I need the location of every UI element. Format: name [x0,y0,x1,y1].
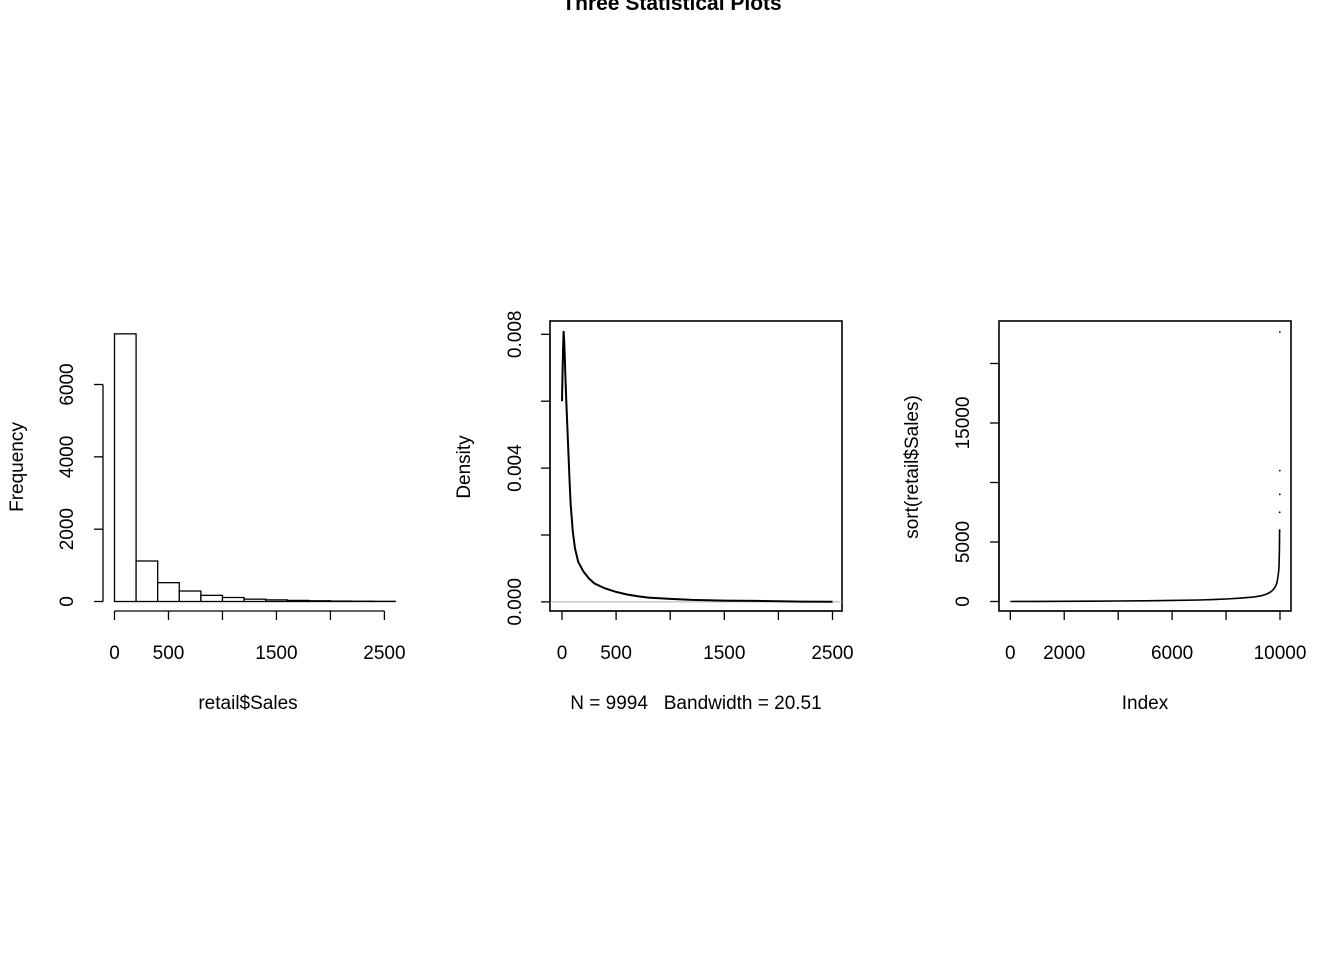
y-tick-label: 5000 [953,521,974,563]
y-tick-label: 0.000 [505,578,526,626]
histogram-bar [135,560,159,603]
data-point [1278,541,1281,543]
sorted-sales-line [1010,530,1281,603]
histogram-bar [243,598,267,603]
histogram-bar [308,600,332,603]
x-tick-label: 500 [600,643,632,664]
x-tick-label: 500 [153,643,185,664]
x-axis: 0 500 1500 2500 [557,610,854,664]
x-axis-label: Index [1122,693,1169,714]
figure-title: Three Statistical Plots [562,0,781,15]
x-tick-label: 2500 [811,643,853,664]
y-axis: 0 5000 15000 [953,362,1000,607]
density-panel: 0 500 1500 2500 0.000 0.004 0.008 N = 9994 Ba… [454,311,854,714]
x-tick-label: 0 [109,643,120,664]
density-curve [561,330,833,603]
x-tick-label: 6000 [1151,643,1193,664]
y-axis: 0 2000 4000 6000 [57,363,104,607]
histogram-bar [221,596,245,603]
x-tick-label: 1500 [703,643,745,664]
y-tick-label: 0 [57,596,78,607]
y-tick-label: 4000 [57,436,78,478]
data-point [1278,493,1281,496]
data-point [1278,511,1281,514]
x-axis-label: N = 9994 Bandwidth = 20.51 [570,693,821,714]
y-tick-label: 6000 [57,363,78,405]
index-plot-panel: 0 2000 6000 10000 0 5000 15000 Index sort(ret… [902,320,1307,714]
data-point [1278,331,1281,334]
plot-frame [998,320,1292,612]
y-axis-label: Density [454,435,475,499]
data-point [1278,529,1281,531]
sorted-sales-points [1278,331,1281,543]
x-tick-label: 1500 [255,643,297,664]
y-tick-label: 0.004 [505,444,526,492]
y-tick-label: 0.008 [505,311,526,359]
y-axis: 0.000 0.004 0.008 [505,311,551,626]
x-axis: 0 2000 6000 10000 [1005,610,1307,664]
x-axis-label: retail$Sales [198,693,297,714]
x-tick-label: 0 [1005,643,1016,664]
x-tick-label: 10000 [1254,643,1307,664]
histogram-bar [264,599,288,603]
y-axis-label: Frequency [7,422,28,512]
y-tick-label: 15000 [953,397,974,450]
x-tick-label: 2500 [363,643,405,664]
y-tick-label: 0 [953,596,974,607]
x-tick-label: 2000 [1043,643,1085,664]
y-axis-label: sort(retail$Sales) [902,395,923,539]
histogram-bar [286,599,310,603]
x-axis: 0 500 1500 2500 [109,610,406,664]
histogram-bar [178,590,202,603]
plot-frame [549,320,843,612]
histogram-bar [157,582,180,603]
histogram-bar [113,333,137,603]
x-tick-label: 0 [557,643,568,664]
histogram-bars [113,333,396,603]
histogram-bar [200,594,224,603]
y-tick-label: 2000 [57,508,78,550]
data-point [1278,469,1281,472]
